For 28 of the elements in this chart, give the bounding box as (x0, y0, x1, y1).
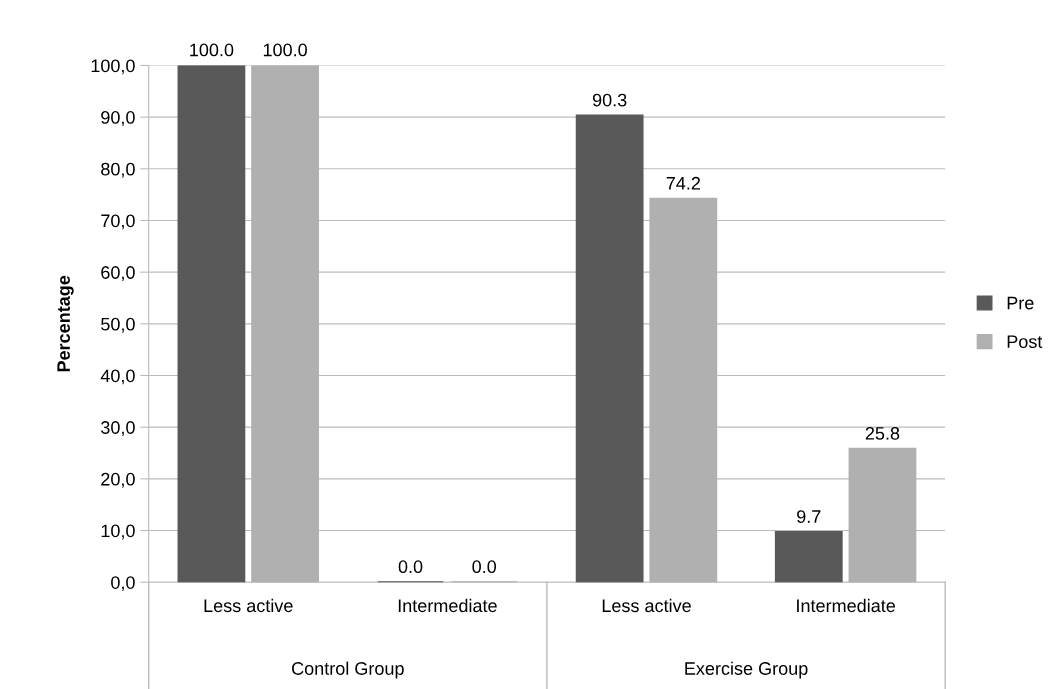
data-label: 100.0 (190, 43, 234, 57)
y-tick-label: 70,0 (101, 214, 135, 230)
y-tick-label: 100,0 (91, 59, 135, 75)
data-label: 0.0 (472, 560, 497, 574)
x-tick-label: Less active (602, 598, 691, 613)
y-tick-label: 30,0 (101, 421, 135, 437)
legend-label: Post (1007, 335, 1043, 349)
data-label: 9.7 (797, 510, 821, 523)
y-tick-label: 0,0 (111, 576, 135, 592)
data-label: 90.3 (592, 93, 627, 107)
y-tick-label: 90,0 (101, 111, 135, 126)
legend-label: Pre (1007, 296, 1034, 310)
x-tick-label: Intermediate (398, 598, 497, 613)
y-tick-label: 20,0 (101, 472, 135, 488)
y-tick-label: 60,0 (101, 266, 135, 282)
y-tick-label: 50,0 (101, 317, 135, 333)
text: Exercise Group (685, 661, 808, 679)
y-tick-label: 10,0 (101, 524, 135, 540)
text: Control Group (292, 661, 404, 679)
y-axis-title: Percentage (57, 275, 74, 372)
data-label: 100.0 (263, 43, 307, 57)
data-label: 0.0 (398, 560, 423, 574)
x-tick-label: Less active (204, 598, 293, 613)
y-tick-label: 80,0 (101, 162, 135, 178)
data-label: 74.2 (666, 176, 700, 190)
y-tick-label: 40,0 (100, 369, 135, 385)
x-tick-label: Intermediate (797, 598, 895, 613)
data-label: 25.8 (865, 426, 900, 440)
